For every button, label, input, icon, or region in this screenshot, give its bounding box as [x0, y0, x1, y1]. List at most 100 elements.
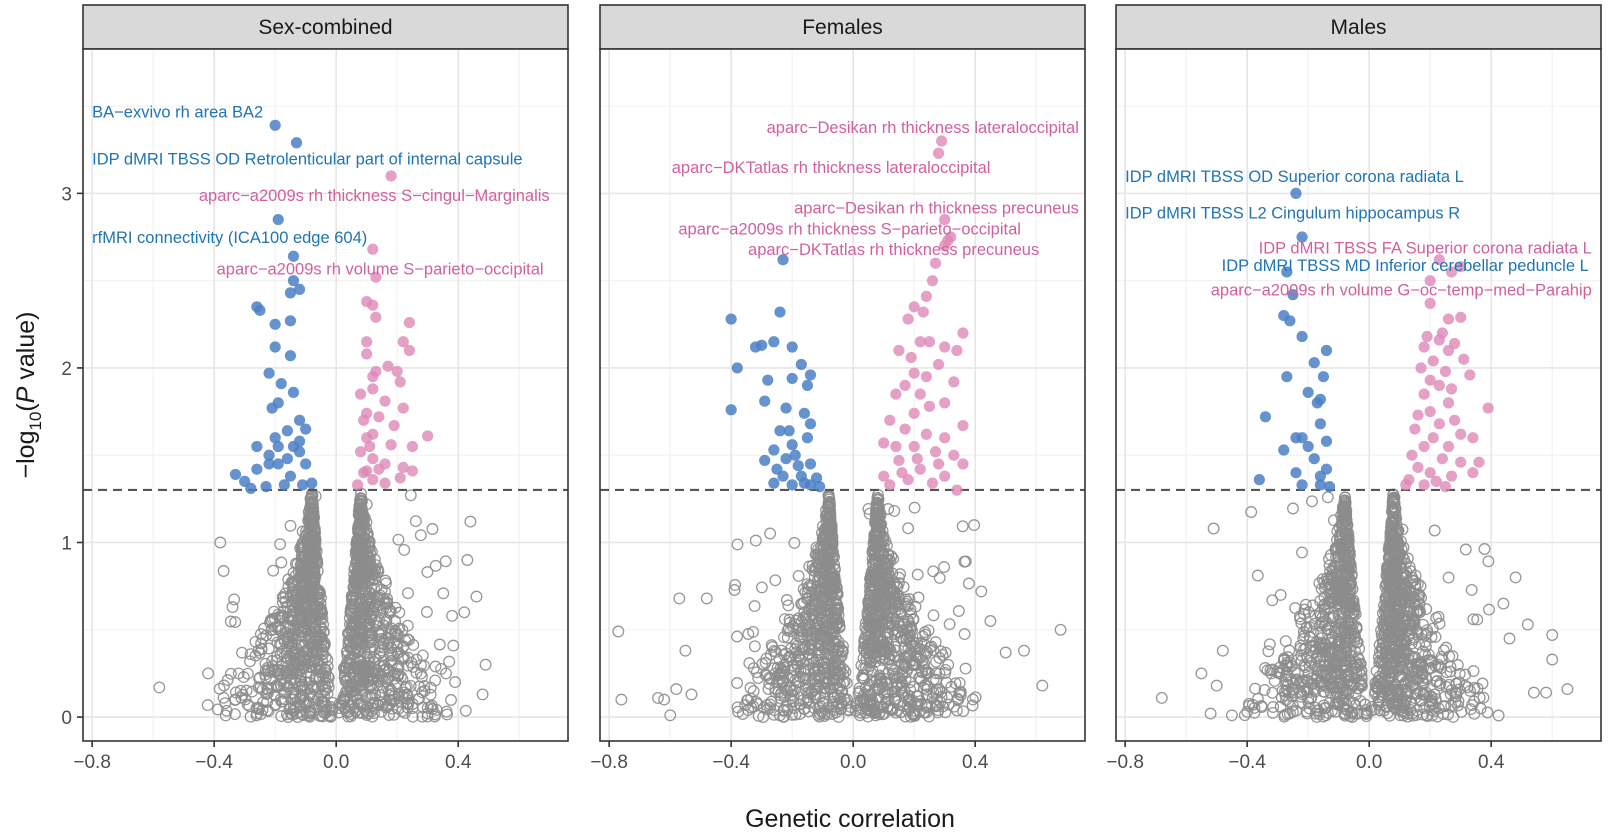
- nonsig-point: [339, 661, 352, 673]
- nonsig-point: [951, 692, 964, 705]
- nonsig-point: [351, 693, 364, 706]
- x-axis-title: Genetic correlation: [745, 805, 955, 833]
- nonsig-point: [1411, 606, 1424, 619]
- nonsig-point: [1433, 617, 1446, 630]
- nonsig-point: [853, 709, 866, 722]
- sig-negative-point: [263, 458, 275, 470]
- nonsig-point: [323, 709, 336, 722]
- sig-negative-point: [1296, 330, 1308, 343]
- nonsig-point: [1225, 709, 1238, 722]
- nonsig-point: [304, 638, 316, 651]
- sig-negative-point: [245, 482, 257, 494]
- nonsig-point: [876, 563, 889, 576]
- nonsig-point: [1293, 610, 1306, 623]
- nonsig-point: [1402, 676, 1415, 688]
- sig-negative-point: [1317, 371, 1330, 383]
- nonsig-point: [253, 672, 266, 685]
- nonsig-point: [1284, 672, 1297, 685]
- nonsig-point: [479, 658, 492, 671]
- nonsig-point: [899, 651, 912, 664]
- nonsig-point: [1404, 674, 1417, 687]
- sig-positive-point: [358, 467, 370, 479]
- nonsig-point: [202, 667, 215, 680]
- nonsig-point: [781, 684, 794, 697]
- nonsig-point: [1406, 591, 1419, 603]
- nonsig-point: [1426, 709, 1439, 722]
- sig-positive-point: [1418, 479, 1430, 491]
- nonsig-point: [1321, 491, 1334, 504]
- nonsig-point: [286, 638, 299, 651]
- nonsig-point: [822, 653, 835, 666]
- sig-positive-point: [1415, 362, 1427, 374]
- nonsig-point: [916, 666, 928, 679]
- sig-positive-point: [939, 341, 951, 353]
- sig-positive-point: [926, 477, 939, 489]
- nonsig-point: [926, 692, 939, 704]
- nonsig-point: [893, 671, 906, 684]
- nonsig-point: [1266, 594, 1279, 607]
- nonsig-point: [764, 648, 777, 661]
- nonsig-point: [731, 538, 744, 551]
- nonsig-point: [1331, 696, 1344, 709]
- nonsig-point: [342, 634, 355, 647]
- point-labels: IDP dMRI TBSS OD Superior corona radiata…: [1125, 168, 1592, 299]
- nonsig-point: [1383, 582, 1396, 595]
- nonsig-point: [1333, 623, 1345, 636]
- nonsig-point: [1328, 560, 1341, 573]
- nonsig-point: [236, 646, 248, 659]
- nonsig-point: [822, 701, 834, 714]
- nonsig-point: [1339, 551, 1352, 564]
- nonsig-point: [749, 534, 762, 547]
- nonsig-point: [1422, 654, 1435, 667]
- nonsig-point: [302, 655, 315, 667]
- nonsig-point: [819, 531, 831, 544]
- nonsig-point: [1258, 683, 1271, 696]
- nonsig-point: [1398, 635, 1411, 648]
- sig-positive-point: [351, 479, 364, 491]
- nonsig-point: [750, 695, 763, 708]
- nonsig-point: [873, 528, 886, 541]
- sig-negative-point: [780, 402, 792, 414]
- point-label: aparc−a2009s rh thickness S−parieto−occi…: [678, 220, 1021, 238]
- nonsig-point: [917, 682, 930, 695]
- nonsig-point: [1445, 684, 1458, 697]
- nonsig-point: [1442, 678, 1455, 691]
- nonsig-point: [244, 648, 257, 661]
- nonsig-point: [1265, 667, 1278, 680]
- nonsig-point: [1359, 698, 1372, 711]
- nonsig-point: [1404, 593, 1417, 606]
- sig-negative-point: [804, 458, 817, 470]
- nonsig-point: [832, 661, 844, 673]
- nonsig-point: [757, 711, 770, 723]
- x-tick-label: 0.0: [323, 752, 349, 773]
- nonsig-point: [439, 555, 452, 568]
- nonsig-point: [813, 646, 826, 659]
- nonsig-point: [266, 612, 279, 625]
- nonsig-point: [888, 650, 900, 663]
- nonsig-point: [384, 626, 397, 638]
- sig-negative-point: [801, 432, 814, 444]
- nonsig-point: [750, 666, 763, 679]
- nonsig-point: [286, 610, 299, 623]
- sig-negative-point: [269, 341, 281, 353]
- nonsig-point: [299, 675, 311, 688]
- nonsig-point: [1339, 601, 1352, 613]
- x-tick-label: −0.4: [195, 752, 233, 773]
- sig-positive-point: [361, 348, 373, 360]
- nonsig-point: [807, 656, 820, 669]
- sig-negative-point: [725, 404, 737, 416]
- nonsig-point: [287, 658, 300, 671]
- sig-negative-point: [269, 119, 281, 131]
- nonsig-point: [367, 702, 380, 715]
- nonsig-point: [819, 616, 832, 629]
- point-label: IDP dMRI TBSS OD Retrolenticular part of…: [92, 150, 522, 168]
- sig-positive-point: [926, 275, 939, 287]
- sig-positive-point: [1455, 428, 1467, 440]
- sig-positive-point: [914, 463, 926, 475]
- nonsig-point: [809, 592, 822, 604]
- nonsig-point: [308, 564, 321, 577]
- nonsig-point: [1322, 601, 1335, 613]
- point-label: aparc−a2009s rh volume S−parieto−occipit…: [217, 260, 544, 278]
- nonsig-point: [1210, 679, 1223, 692]
- nonsig-point: [368, 671, 381, 684]
